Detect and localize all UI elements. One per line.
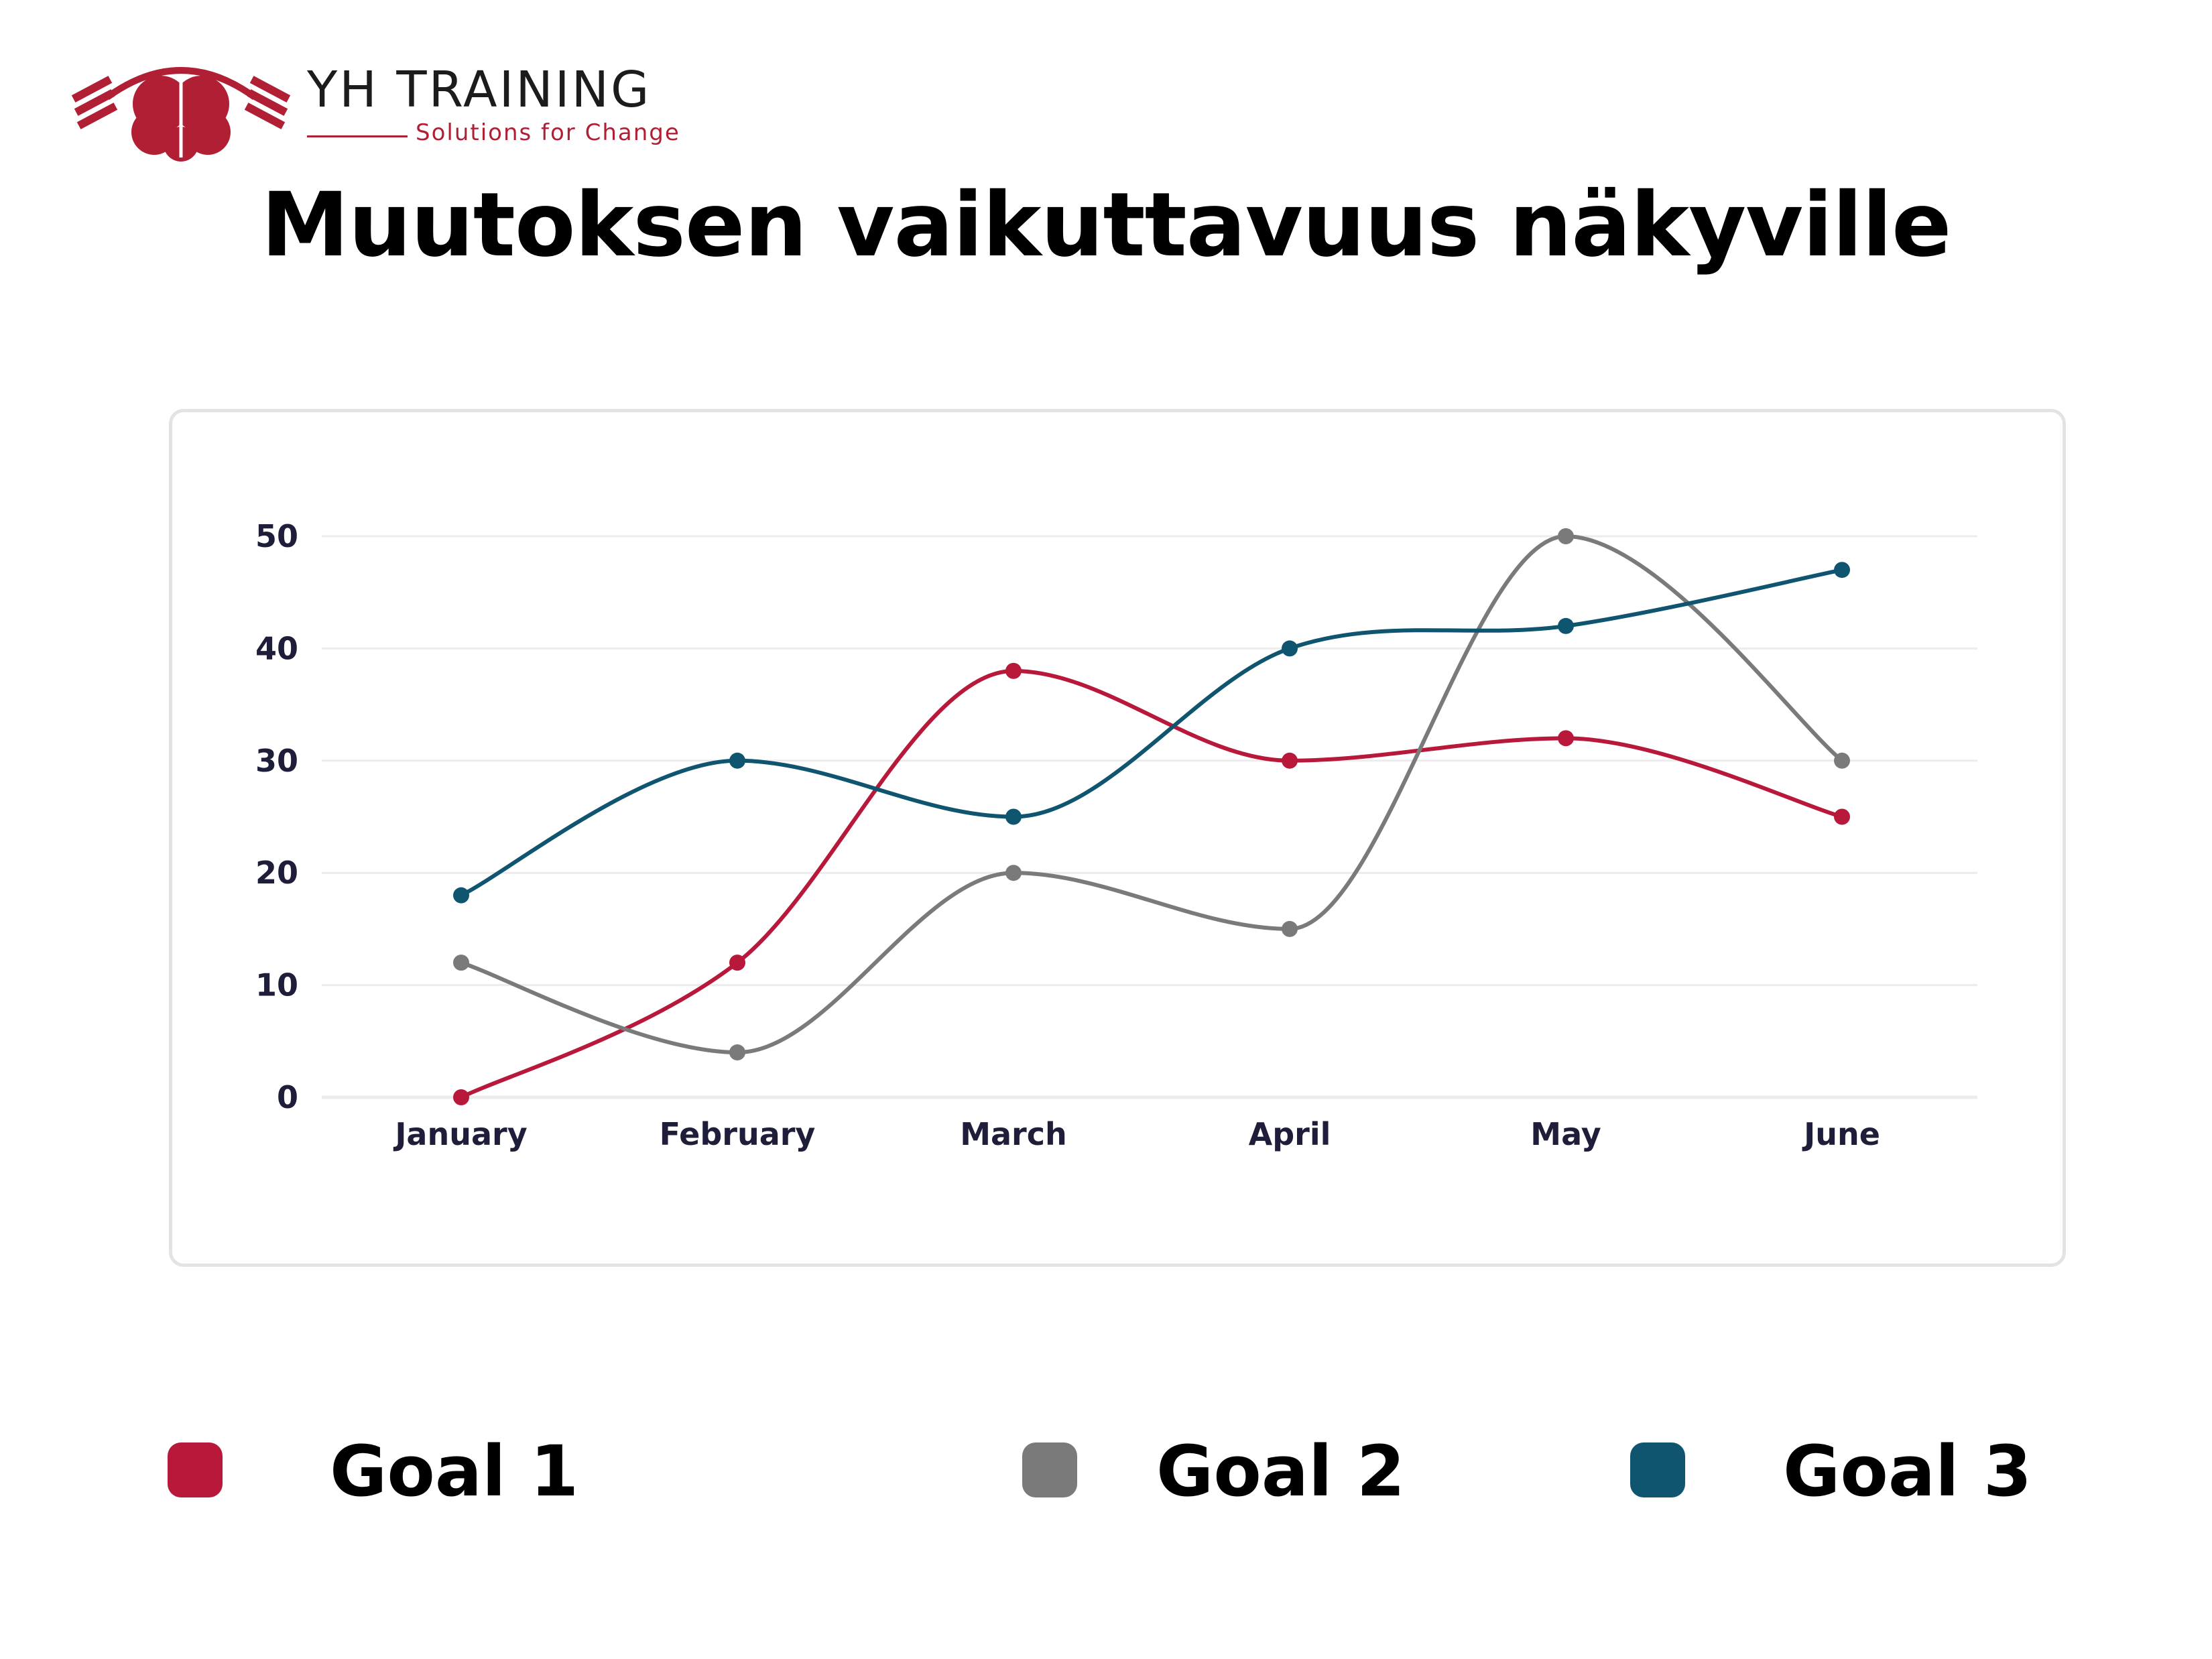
legend-label: Goal 3 bbox=[1783, 1430, 2032, 1512]
data-point-goal-2 bbox=[453, 955, 469, 971]
data-point-goal-3 bbox=[1834, 562, 1850, 578]
data-point-goal-3 bbox=[1558, 617, 1574, 634]
y-tick-label: 40 bbox=[255, 630, 298, 666]
data-point-goal-1 bbox=[1282, 752, 1298, 769]
legend-label: Goal 1 bbox=[330, 1430, 579, 1512]
series-line-goal-1 bbox=[459, 668, 1844, 1099]
x-tick-label: June bbox=[1802, 1116, 1880, 1152]
data-point-goal-1 bbox=[729, 955, 745, 971]
x-tick-label: January bbox=[393, 1116, 527, 1152]
x-tick-label: April bbox=[1249, 1116, 1331, 1152]
chart-card: 0 10 20 30 40 50 January February March April May J… bbox=[169, 409, 2066, 1267]
data-point-goal-3 bbox=[453, 887, 469, 904]
line-chart: 0 10 20 30 40 50 January February March April May J… bbox=[255, 518, 1977, 1152]
data-point-goal-3 bbox=[729, 752, 745, 769]
data-point-goal-3 bbox=[1282, 640, 1298, 657]
data-point-goal-1 bbox=[453, 1089, 469, 1105]
y-tick-label: 10 bbox=[255, 967, 298, 1003]
legend-swatch bbox=[1630, 1442, 1685, 1497]
x-tick-label: May bbox=[1530, 1116, 1601, 1152]
brand-name: YH TRAINING bbox=[307, 61, 652, 119]
y-tick-label: 20 bbox=[255, 855, 298, 891]
y-tick-label: 30 bbox=[255, 743, 298, 779]
data-point-goal-2 bbox=[1005, 865, 1022, 881]
brand-tagline: Solutions for Change bbox=[416, 119, 680, 146]
data-point-goal-2 bbox=[1282, 920, 1298, 937]
data-point-goal-2 bbox=[1834, 752, 1850, 769]
data-point-goal-1 bbox=[1558, 730, 1574, 747]
series-line-goal-2 bbox=[459, 534, 1844, 1055]
page-title: Muutoksen vaikuttavuus näkyville bbox=[261, 174, 1952, 277]
data-point-goal-1 bbox=[1005, 662, 1022, 679]
data-point-goal-2 bbox=[1558, 528, 1574, 544]
brand-logo: YH TRAINING Solutions for Change bbox=[67, 50, 704, 164]
legend-swatch bbox=[168, 1442, 223, 1497]
brain-barbell-icon bbox=[71, 67, 291, 162]
legend-swatch bbox=[1022, 1442, 1077, 1497]
x-tick-label: February bbox=[660, 1116, 816, 1152]
series-line-goal-3 bbox=[459, 568, 1844, 898]
brand-divider bbox=[307, 135, 408, 137]
data-point-goal-1 bbox=[1834, 808, 1850, 825]
x-tick-label: March bbox=[960, 1116, 1067, 1152]
data-point-goal-3 bbox=[1005, 808, 1022, 825]
y-tick-label: 50 bbox=[255, 518, 298, 554]
legend-label: Goal 2 bbox=[1156, 1430, 1406, 1512]
data-point-goal-2 bbox=[729, 1044, 745, 1061]
y-tick-label: 0 bbox=[277, 1079, 298, 1115]
